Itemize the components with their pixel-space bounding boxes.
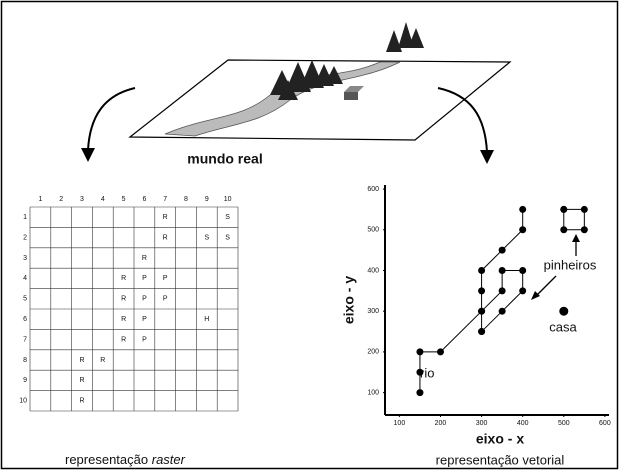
cell-label: P [142, 316, 147, 323]
vector-line [563, 208, 585, 231]
x-tick-label: 200 [435, 420, 447, 427]
row-label: 1 [23, 214, 27, 221]
vertex [436, 348, 444, 356]
vertex [519, 205, 527, 213]
column-label: 7 [163, 196, 167, 203]
point [559, 306, 569, 316]
y-tick-label: 600 [367, 186, 379, 193]
caption-text: representação [65, 452, 148, 467]
x-axis-label: eixo - x [476, 431, 524, 447]
trees-label: pinheiros [544, 257, 597, 272]
cell-label: R [79, 357, 84, 364]
x-tick-label: 600 [599, 420, 611, 427]
raster-caption: representação raster [65, 452, 186, 467]
column-label: 9 [205, 196, 209, 203]
vector-caption: representação vetorial [436, 452, 565, 467]
cell-label: R [100, 357, 105, 364]
x-tick-label: 500 [558, 420, 570, 427]
vertex [416, 368, 424, 376]
vertex [416, 348, 424, 356]
vertex [560, 205, 568, 213]
x-tick-label: 300 [476, 420, 488, 427]
column-label: 5 [122, 196, 126, 203]
vertex [560, 226, 568, 234]
x-tick-label: 400 [517, 420, 529, 427]
column-label: 10 [224, 196, 232, 203]
row-label: 5 [23, 296, 27, 303]
house-label: casa [549, 319, 577, 334]
vertex [416, 389, 424, 397]
vertex [498, 307, 506, 315]
row-label: 6 [23, 316, 27, 323]
y-tick-label: 400 [367, 267, 379, 274]
cell-label: P [142, 275, 147, 282]
vertex [498, 287, 506, 295]
pointer-head [531, 291, 540, 300]
column-label: 6 [142, 196, 146, 203]
cell-label: R [79, 398, 84, 405]
vertex [580, 226, 588, 234]
row-label: 2 [23, 234, 27, 241]
column-label: 2 [59, 196, 63, 203]
cell-label: H [204, 316, 209, 323]
y-tick-label: 500 [367, 227, 379, 234]
cell-label: R [142, 255, 147, 262]
y-tick-label: 300 [367, 308, 379, 315]
cell-label: R [163, 234, 168, 241]
column-label: 1 [38, 196, 42, 203]
row-label: 3 [23, 255, 27, 262]
cell-label: P [142, 336, 147, 343]
river-label: rio [420, 365, 434, 380]
cell-label: R [163, 214, 168, 221]
row-label: 10 [19, 398, 27, 405]
arrow-head [81, 148, 95, 162]
cell-label: R [121, 336, 126, 343]
cell-label: R [121, 316, 126, 323]
y-axis-label: eixo - y [341, 276, 357, 324]
cell-label: S [204, 234, 209, 241]
cell-label: P [163, 296, 168, 303]
cell-label: R [79, 377, 84, 384]
house [344, 86, 364, 100]
vertex [519, 287, 527, 295]
vertex [478, 287, 486, 295]
vector-line [481, 269, 524, 332]
vector-line [419, 209, 524, 393]
row-label: 4 [23, 275, 27, 282]
real-world-illustration [128, 22, 512, 141]
column-label: 4 [101, 196, 105, 203]
column-label: 3 [80, 196, 84, 203]
y-tick-label: 200 [367, 349, 379, 356]
arrow-head [480, 150, 494, 164]
vertex [519, 226, 527, 234]
y-tick-label: 100 [367, 389, 379, 396]
cell-label: R [121, 275, 126, 282]
arrow-left [87, 87, 136, 151]
cell-label: S [225, 234, 230, 241]
vertex [498, 246, 506, 254]
cell-label: R [121, 296, 126, 303]
vertex [478, 328, 486, 336]
column-label: 8 [184, 196, 188, 203]
vertex [580, 205, 588, 213]
title: mundo real [187, 151, 262, 167]
row-label: 7 [23, 336, 27, 343]
pointer-head [572, 234, 580, 242]
row-label: 9 [23, 377, 27, 384]
trees [270, 22, 424, 100]
cell-label: P [142, 296, 147, 303]
x-tick-label: 100 [394, 420, 406, 427]
vertex [498, 266, 506, 274]
vertex [478, 266, 486, 274]
vertex [478, 307, 486, 315]
pointer [535, 275, 557, 297]
row-label: 8 [23, 357, 27, 364]
vertex [519, 266, 527, 274]
cell-label: P [163, 275, 168, 282]
cell-label: S [225, 214, 230, 221]
caption-emphasis: raster [152, 452, 186, 467]
arrow-right [437, 87, 488, 153]
